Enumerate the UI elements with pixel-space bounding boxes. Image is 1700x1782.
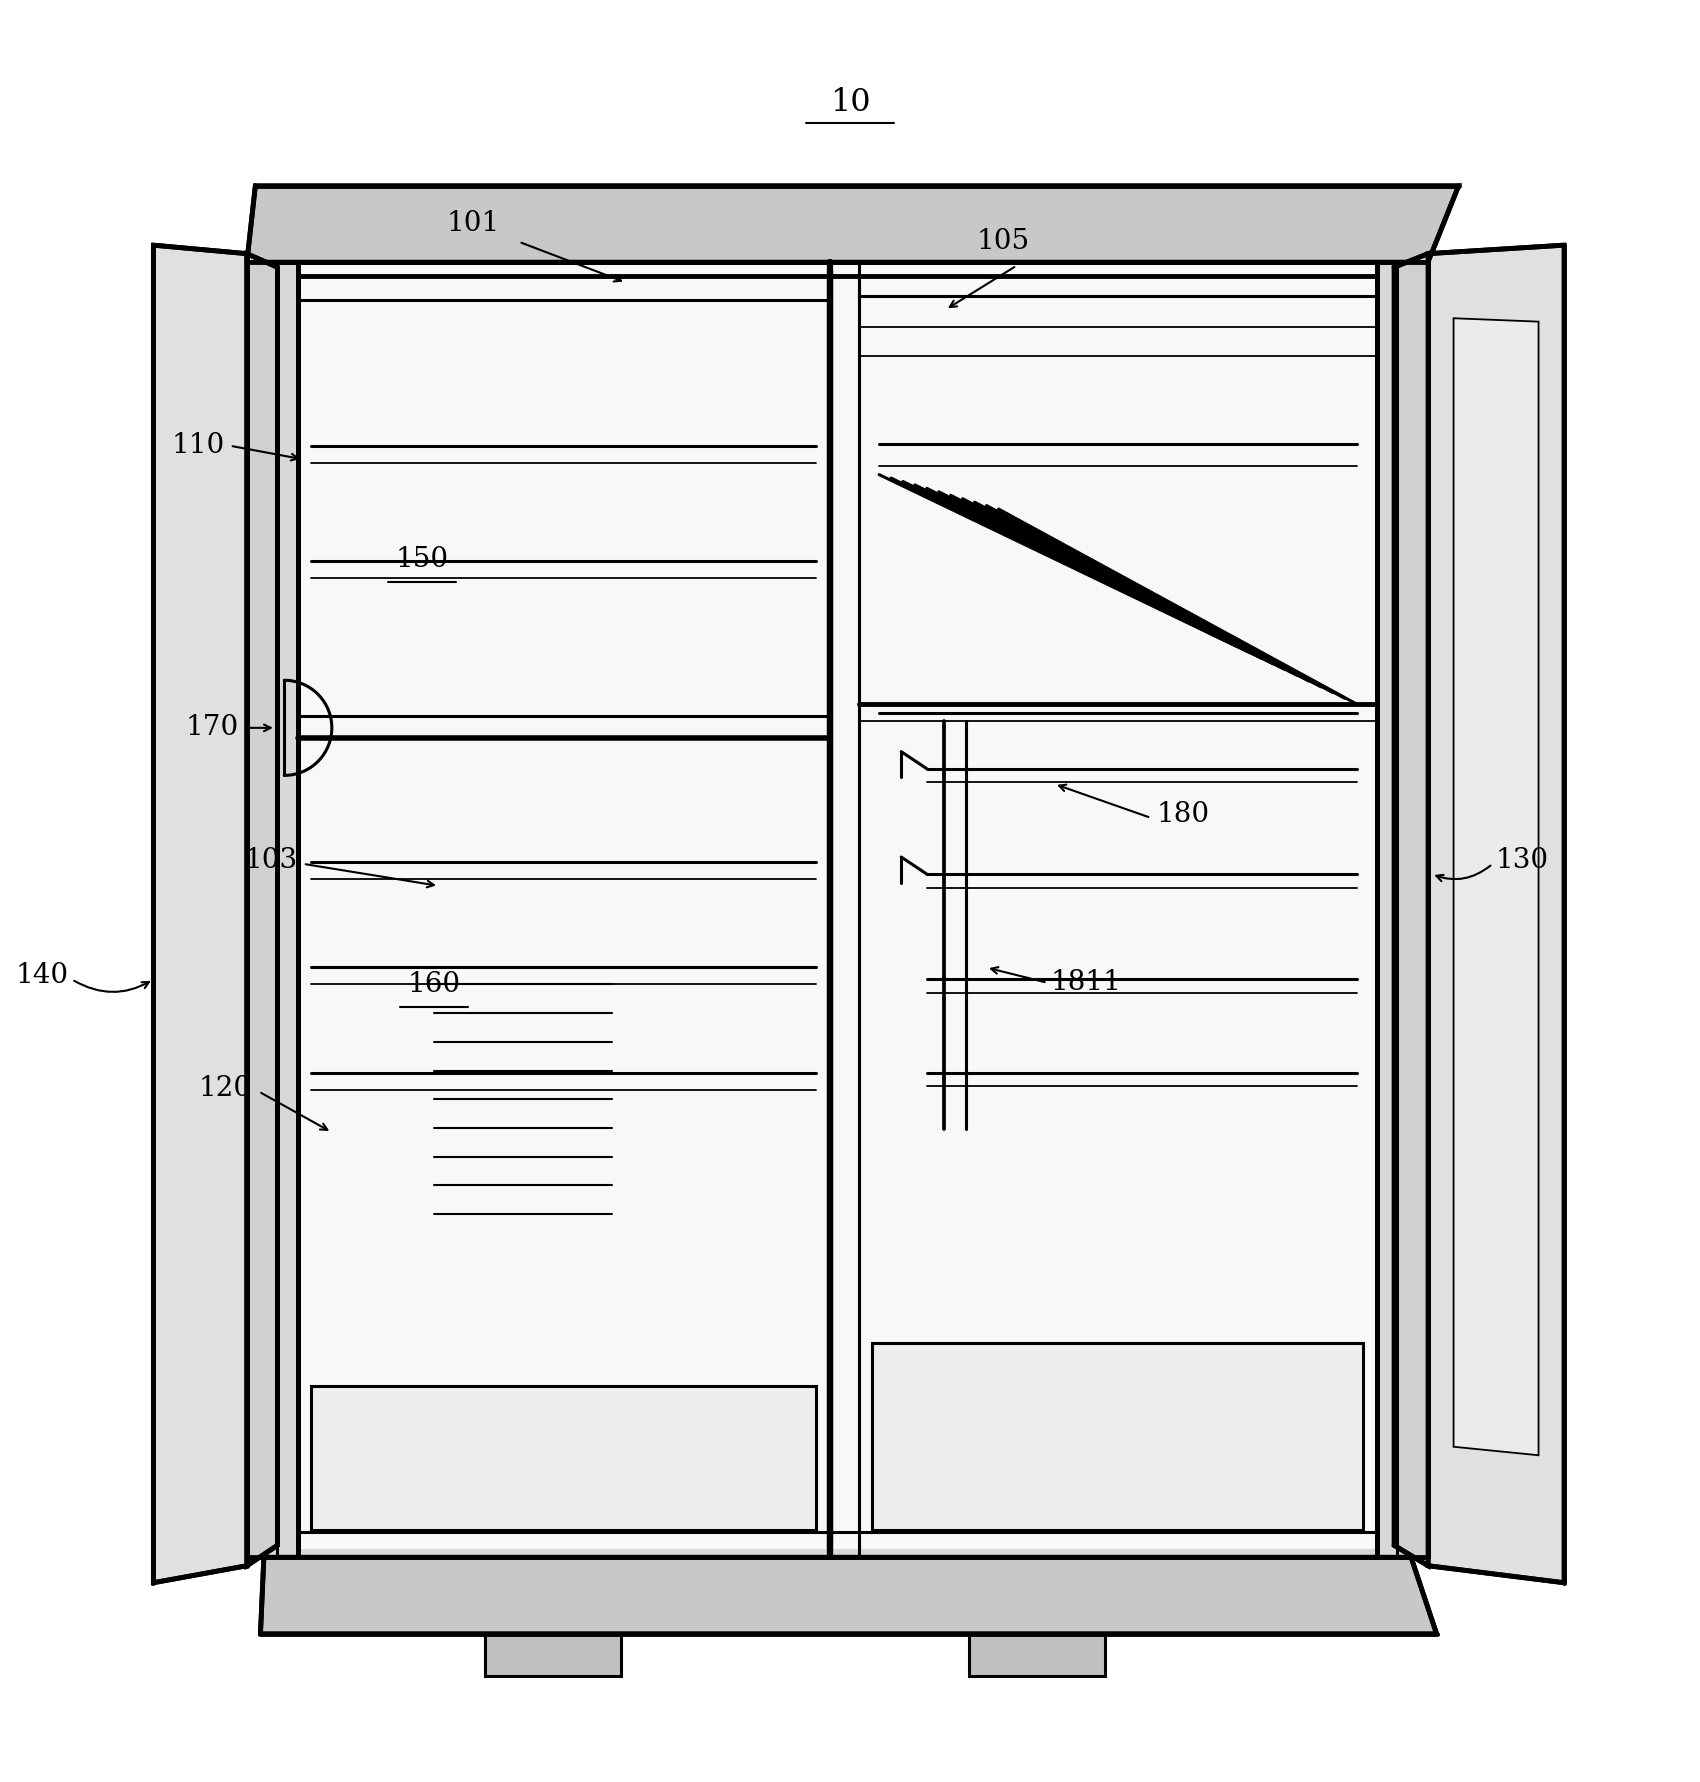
Bar — [484, 1634, 620, 1677]
Text: 101: 101 — [447, 210, 500, 237]
Polygon shape — [1454, 319, 1538, 1456]
Text: 1811: 1811 — [1051, 969, 1122, 996]
Text: 103: 103 — [245, 846, 298, 873]
Text: 110: 110 — [172, 433, 224, 460]
Text: 150: 150 — [396, 545, 449, 574]
Polygon shape — [153, 246, 246, 1582]
Text: 140: 140 — [15, 962, 68, 989]
Bar — [872, 1344, 1363, 1531]
Text: 160: 160 — [408, 971, 461, 998]
Polygon shape — [246, 253, 277, 1566]
Bar — [298, 262, 1377, 1549]
Bar — [314, 314, 379, 360]
Bar — [969, 1634, 1105, 1677]
Text: 10: 10 — [830, 87, 870, 118]
Text: 120: 120 — [199, 1075, 252, 1101]
Bar — [889, 1351, 1346, 1522]
Text: 105: 105 — [976, 228, 1030, 255]
Polygon shape — [246, 185, 1459, 262]
Polygon shape — [1394, 253, 1428, 1566]
Bar — [311, 1386, 816, 1531]
Bar — [314, 586, 366, 627]
Bar — [427, 978, 619, 1221]
Bar — [923, 722, 977, 759]
Polygon shape — [260, 1557, 1436, 1634]
Polygon shape — [246, 262, 1428, 1557]
Text: 170: 170 — [185, 715, 238, 741]
Polygon shape — [1428, 246, 1564, 1582]
Text: 180: 180 — [1156, 802, 1209, 829]
Bar — [913, 950, 955, 1010]
Text: 130: 130 — [1496, 846, 1549, 873]
